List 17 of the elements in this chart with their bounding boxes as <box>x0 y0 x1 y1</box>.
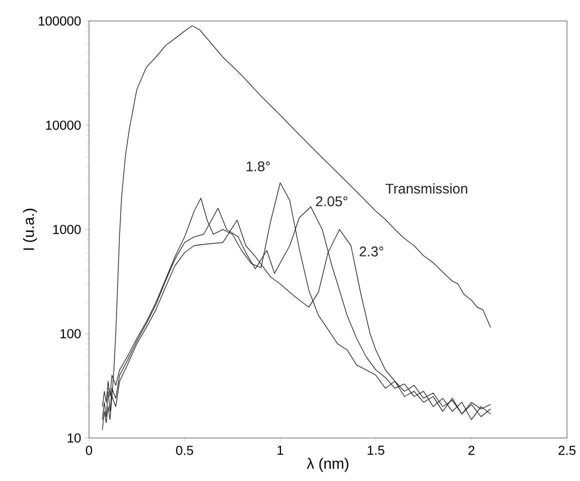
x-tick-label: 2 <box>468 446 474 455</box>
series-label: 1.8° <box>246 161 270 172</box>
y-tick-label: 100000 <box>38 16 81 26</box>
x-tick-label: 2.5 <box>558 446 576 455</box>
series-label: Transmission <box>386 183 468 194</box>
series-label: 2.3° <box>360 246 384 256</box>
x-tick-label: 1.5 <box>368 446 384 455</box>
y-tick-label: 100 <box>60 329 81 338</box>
y-axis-title: I (u.a.) <box>22 208 37 250</box>
x-tick-label: 0.5 <box>176 446 194 455</box>
y-tick-label: 1000 <box>53 224 81 234</box>
y-tick-label: 10 <box>68 433 81 443</box>
x-tick-label: 1 <box>278 446 284 455</box>
x-axis-title: λ (nm) <box>306 458 348 472</box>
x-tick-label: 0 <box>86 446 92 455</box>
y-tick-label: 10000 <box>46 120 81 130</box>
series-label: 2.05° <box>316 196 348 206</box>
